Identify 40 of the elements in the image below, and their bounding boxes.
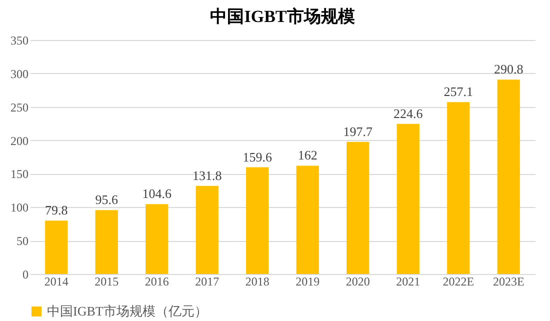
bar — [396, 124, 420, 274]
x-tick-label: 2020 — [346, 274, 370, 288]
x-tick-label: 2021 — [396, 274, 420, 288]
data-label: 131.8 — [192, 168, 222, 183]
bar — [146, 204, 168, 274]
data-label: 162 — [298, 148, 318, 163]
data-label: 197.7 — [343, 124, 373, 139]
bar — [296, 166, 319, 274]
bar — [45, 220, 68, 274]
y-tick-label: 200 — [10, 134, 28, 148]
x-tick-label: 2022E — [442, 274, 474, 288]
x-tick-label: 2018 — [245, 274, 270, 288]
legend-label: 中国IGBT市场规模（亿元） — [47, 304, 208, 318]
y-tick-label: 250 — [10, 100, 28, 114]
bar — [447, 102, 470, 274]
data-label: 79.8 — [45, 202, 68, 218]
data-label: 95.6 — [95, 192, 119, 208]
y-tick-label: 350 — [10, 34, 28, 48]
x-tick-label: 2014 — [44, 274, 68, 288]
y-tick-label: 50 — [16, 234, 28, 248]
data-label: 257.1 — [444, 84, 473, 100]
bar — [497, 80, 520, 274]
data-label: 159.6 — [242, 149, 272, 164]
y-tick-label: 300 — [10, 66, 28, 81]
bar — [196, 186, 218, 274]
y-tick-label: 0 — [22, 268, 28, 282]
data-label: 290.8 — [494, 62, 524, 77]
x-tick-label: 2023E — [492, 274, 524, 288]
data-label: 224.6 — [393, 106, 424, 121]
y-tick-label: 100 — [10, 200, 28, 215]
bar — [95, 210, 118, 274]
x-tick-label: 2019 — [296, 274, 320, 288]
x-tick-label: 2016 — [144, 274, 169, 288]
chart-title: 中国IGBT市场规模 — [210, 7, 355, 26]
bar — [246, 167, 269, 274]
x-tick-label: 2015 — [94, 274, 119, 288]
x-tick-label: 2017 — [195, 274, 220, 288]
bar — [346, 142, 370, 274]
y-tick-label: 150 — [10, 167, 28, 182]
data-label: 104.6 — [142, 186, 172, 202]
